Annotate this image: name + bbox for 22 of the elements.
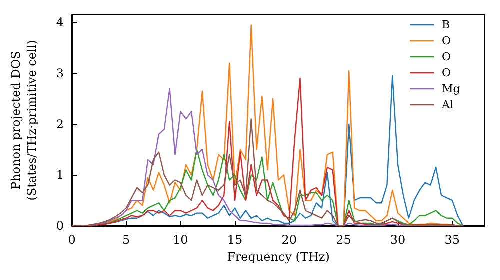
x-tick-label: 25 — [336, 233, 352, 247]
x-tick-label: 20 — [282, 233, 298, 247]
x-axis-title: Frequency (THz) — [227, 250, 330, 264]
x-tick-label: 0 — [68, 233, 76, 247]
y-tick-label: 1 — [56, 168, 64, 182]
y-tick-label: 3 — [56, 66, 64, 80]
x-tick-label: 35 — [444, 233, 460, 247]
y-axis-title: Phonon projected DOS (States/THz·primitive cell) — [9, 40, 39, 201]
y-tick-label: 0 — [56, 219, 64, 233]
x-tick-label: 30 — [390, 233, 406, 247]
y-tick-label: 2 — [56, 117, 64, 132]
legend-label: O — [442, 34, 452, 48]
x-tick-label: 10 — [173, 233, 188, 247]
legend-label: Mg — [442, 82, 460, 96]
legend-label: B — [442, 18, 450, 32]
y-tick-label: 4 — [56, 16, 64, 30]
legend-label: Al — [441, 98, 454, 112]
legend-label: O — [442, 50, 452, 64]
legend-label: O — [442, 66, 452, 80]
x-tick-label: 15 — [227, 233, 243, 247]
line-series — [71, 118, 464, 227]
x-tick-label: 5 — [122, 233, 130, 247]
